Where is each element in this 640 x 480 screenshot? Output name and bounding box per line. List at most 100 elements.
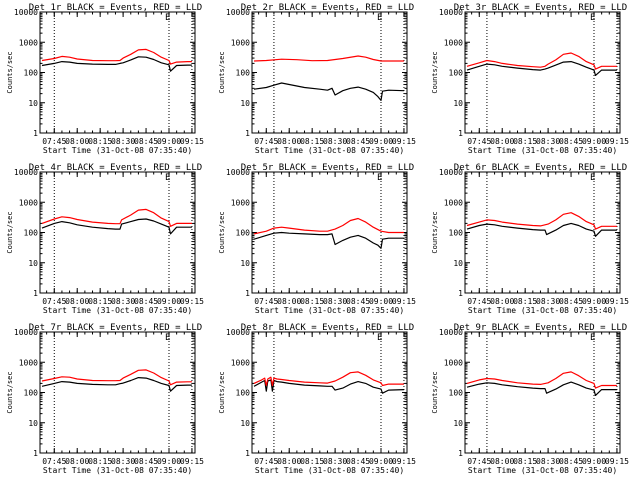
x-tick-label: 07:45 (42, 297, 66, 306)
y-tick-label: 10000 (439, 8, 463, 17)
y-tick-label: 10 (240, 99, 250, 108)
x-axis-label: Start Time (31-Oct-08 07:35:40) (43, 306, 192, 315)
x-tick-label: 09:15 (392, 297, 416, 306)
y-tick-label: 10 (453, 419, 463, 428)
legend-glyph: E (377, 13, 382, 23)
y-tick-label: 1 (33, 129, 38, 138)
x-tick-label: 09:00 (157, 137, 181, 146)
lld-series-line (253, 55, 404, 62)
lld-series-line (466, 371, 617, 389)
x-axis-label: Start Time (31-Oct-08 07:35:40) (255, 466, 404, 475)
y-axis-label: Counts/sec (431, 371, 439, 413)
x-tick-label: 09:00 (369, 297, 393, 306)
y-tick-label: 100 (24, 389, 39, 398)
x-tick-label: 08:00 (277, 457, 301, 466)
y-tick-label: 10 (240, 419, 250, 428)
y-tick-label: 1000 (444, 198, 463, 207)
x-tick-label: 08:30 (536, 137, 560, 146)
y-tick-label: 1 (245, 449, 250, 458)
y-tick-label: 10 (240, 259, 250, 268)
lld-series-line (253, 371, 404, 387)
x-tick-label: 09:15 (605, 297, 629, 306)
plot-frame (464, 171, 621, 294)
y-tick-label: 10000 (439, 328, 463, 337)
plot-frame (464, 331, 621, 454)
x-tick-label: 07:45 (467, 137, 491, 146)
legend-glyph: E (165, 173, 170, 183)
x-tick-label: 08:30 (536, 297, 560, 306)
x-tick-label: 09:00 (369, 137, 393, 146)
x-tick-label: 08:15 (88, 297, 112, 306)
x-tick-label: 08:00 (490, 137, 514, 146)
legend-glyph: E (165, 13, 170, 23)
lld-series-line (41, 48, 192, 65)
x-tick-label: 08:45 (559, 457, 583, 466)
y-axis-label: Counts/sec (431, 51, 439, 93)
x-tick-label: 08:45 (559, 297, 583, 306)
lld-series-line (466, 52, 617, 70)
legend-glyph: E (590, 173, 595, 183)
x-tick-label: 08:30 (111, 297, 135, 306)
y-tick-label: 1000 (444, 358, 463, 367)
panel-title: Det 6r BLACK = Events, RED = LLD (454, 163, 627, 173)
y-tick-label: 10 (28, 99, 38, 108)
x-tick-label: 09:00 (582, 297, 606, 306)
x-tick-label: 07:45 (467, 457, 491, 466)
x-tick-label: 07:45 (254, 297, 278, 306)
panel-title: Det 3r BLACK = Events, RED = LLD (454, 3, 627, 13)
x-tick-label: 08:45 (346, 457, 370, 466)
x-tick-label: 08:00 (65, 297, 89, 306)
y-tick-label: 1000 (19, 358, 38, 367)
x-tick-label: 08:00 (65, 137, 89, 146)
x-tick-label: 08:15 (88, 457, 112, 466)
panel-title: Det 7r BLACK = Events, RED = LLD (29, 323, 202, 333)
x-tick-label: 08:45 (134, 137, 158, 146)
x-tick-label: 08:15 (300, 137, 324, 146)
panel-title: Det 1r BLACK = Events, RED = LLD (29, 3, 202, 13)
x-axis-label: Start Time (31-Oct-08 07:35:40) (468, 146, 617, 155)
events-series-line (41, 56, 192, 72)
y-axis-label: Counts/sec (6, 371, 14, 413)
lld-series-line (41, 369, 192, 386)
y-tick-label: 1 (458, 289, 463, 298)
y-tick-label: 10000 (226, 8, 250, 17)
y-tick-label: 1000 (231, 358, 250, 367)
y-tick-label: 1000 (231, 38, 250, 47)
x-tick-label: 08:30 (323, 297, 347, 306)
x-tick-label: 08:15 (88, 137, 112, 146)
y-tick-label: 1000 (19, 198, 38, 207)
events-series-line (41, 377, 192, 392)
events-series-line (466, 381, 617, 396)
y-axis-label: Counts/sec (431, 211, 439, 253)
legend-glyph: E (165, 333, 170, 343)
y-tick-label: 10000 (14, 8, 38, 17)
x-tick-label: 08:30 (111, 457, 135, 466)
y-axis-label: Counts/sec (218, 211, 226, 253)
x-tick-label: 08:00 (277, 297, 301, 306)
x-tick-label: 08:15 (300, 297, 324, 306)
x-tick-label: 08:30 (323, 137, 347, 146)
x-tick-label: 09:00 (157, 297, 181, 306)
lld-series-line (253, 217, 404, 235)
plot-frame (464, 11, 621, 134)
lld-series-line (466, 212, 617, 230)
y-tick-label: 1000 (231, 198, 250, 207)
panel-title: Det 4r BLACK = Events, RED = LLD (29, 163, 202, 173)
y-tick-label: 100 (24, 229, 39, 238)
y-tick-label: 10000 (14, 168, 38, 177)
legend-glyph: E (590, 13, 595, 23)
x-tick-label: 08:00 (490, 457, 514, 466)
y-tick-label: 10000 (439, 168, 463, 177)
y-tick-label: 1 (33, 289, 38, 298)
y-tick-label: 100 (236, 389, 251, 398)
y-tick-label: 1 (245, 289, 250, 298)
x-tick-label: 08:00 (65, 457, 89, 466)
plot-frame (251, 11, 408, 134)
events-series-line (41, 218, 192, 235)
